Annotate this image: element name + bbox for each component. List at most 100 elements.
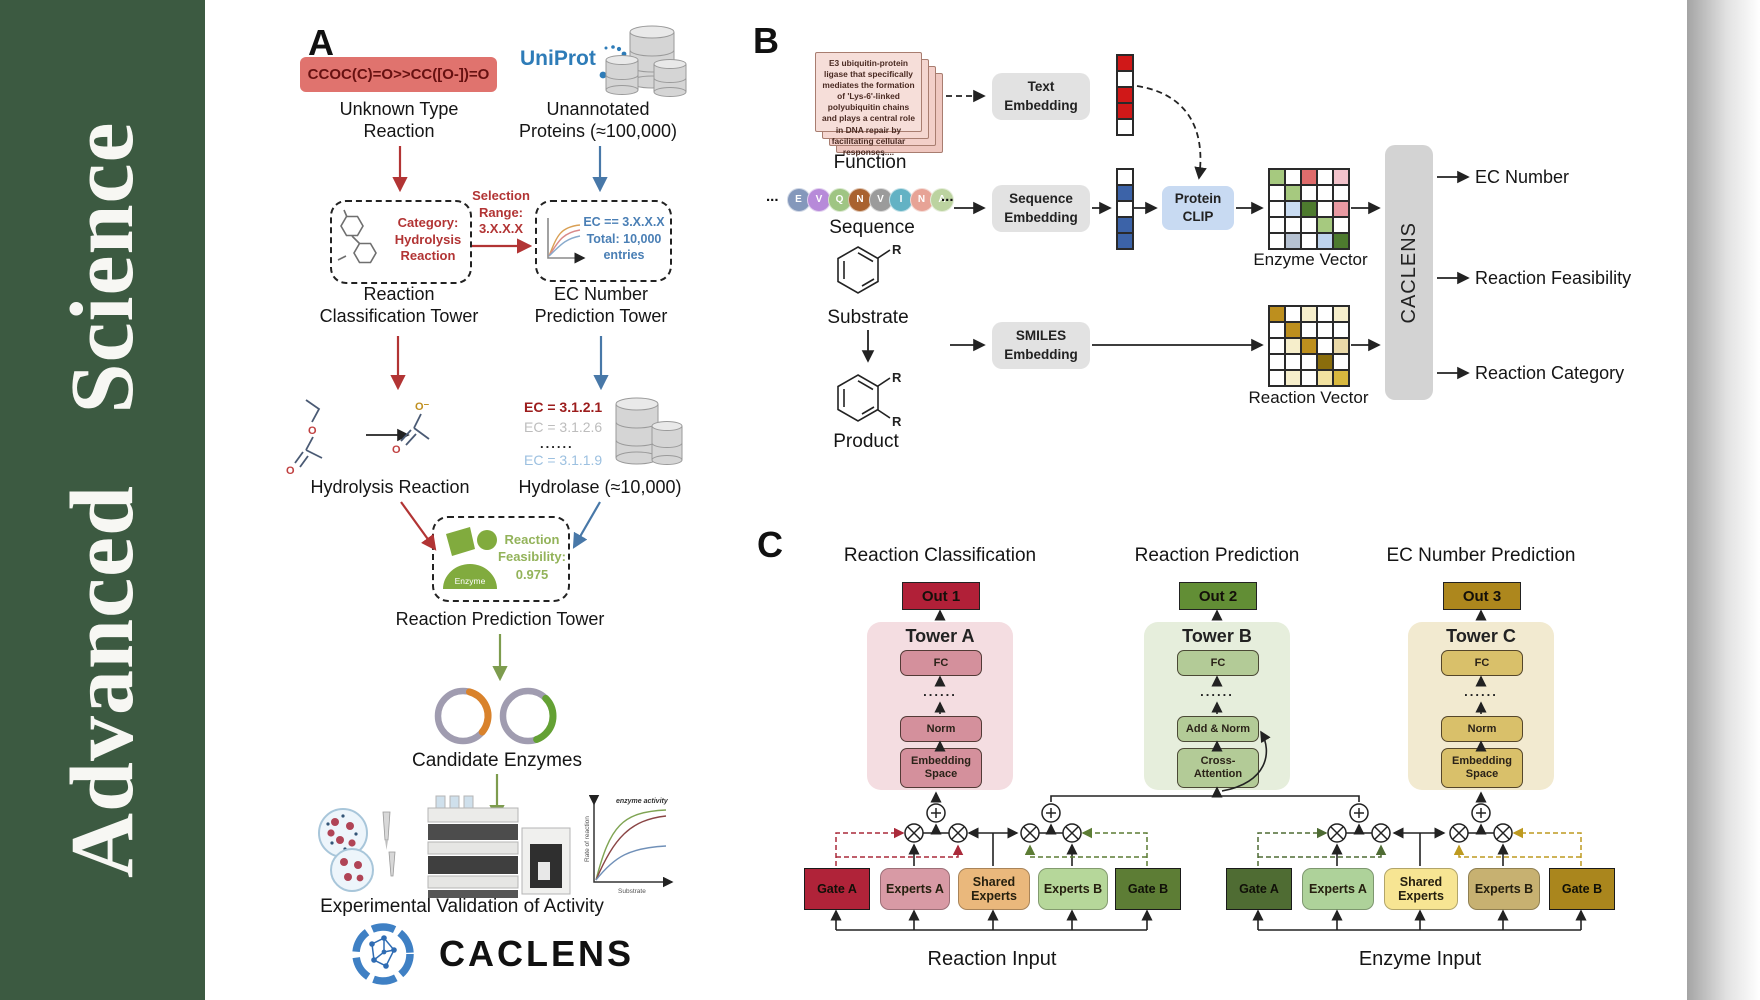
sum-node: [1349, 803, 1369, 823]
function-card-text: E3 ubiquitin-protein ligase that specifi…: [821, 58, 916, 157]
svg-text:Substrate: Substrate: [618, 888, 646, 895]
journal-sidebar: Advanced Science: [0, 0, 205, 1000]
caclens-logo-icon: [352, 923, 414, 985]
candidate-enzymes-label: Candidate Enzymes: [411, 750, 583, 772]
caclens-module: CACLENS: [1385, 145, 1433, 400]
panel-b-label: B: [753, 20, 779, 61]
tower-c-dots: ......: [1464, 684, 1498, 699]
header-reaction-prediction: Reaction Prediction: [1134, 545, 1300, 566]
feasibility-text: Reaction Feasibility: 0.975: [498, 531, 566, 582]
enzyme-vector-grid: [1268, 168, 1350, 250]
sum-node: [1041, 803, 1061, 823]
tower-b-cross-attention: Cross- Attention: [1177, 748, 1259, 788]
ec-filter-text: EC == 3.X.X.X Total: 10,000 entries: [583, 214, 665, 263]
panel-c-label: C: [757, 524, 783, 565]
reaction-input-label: Reaction Input: [927, 948, 1057, 970]
tower-b-fc: FC: [1177, 650, 1259, 676]
header-ec-number-prediction: EC Number Prediction: [1386, 545, 1576, 566]
tower-c-base: Embedding Space: [1441, 748, 1523, 788]
reaction-shared-experts: Shared Experts: [958, 868, 1030, 910]
residue-circle: N: [909, 188, 934, 212]
page-edge-shadow: [1687, 0, 1760, 1000]
enzyme-shared-experts: Shared Experts: [1384, 868, 1458, 910]
function-card: E3 ubiquitin-protein ligase that specifi…: [815, 52, 922, 157]
tower-b-add-norm: Add & Norm: [1177, 716, 1259, 742]
tower-b-name: Tower B: [1182, 626, 1252, 646]
unannotated-proteins-label: Unannotated Proteins (≈100,000): [519, 99, 677, 141]
category-hydrolysis-text: Category: Hydrolysis Reaction: [394, 214, 462, 264]
reaction-vector-label: Reaction Vector: [1248, 387, 1369, 407]
enzyme-input-label: Enzyme Input: [1358, 948, 1482, 970]
svg-text:enzyme activity: enzyme activity: [616, 798, 669, 805]
unknown-reaction-label: Unknown Type Reaction: [339, 99, 459, 141]
reaction-classification-box: [330, 200, 472, 284]
hydrolysis-reaction-label: Hydrolysis Reaction: [310, 477, 470, 498]
sequence-embedding-box: Sequence Embedding: [992, 185, 1090, 232]
sum-node: [926, 803, 946, 823]
output-reaction-feasibility: Reaction Feasibility: [1475, 268, 1632, 288]
enzyme-vector-label: Enzyme Vector: [1253, 249, 1368, 269]
sequence-ellipsis-right: ...: [941, 188, 954, 205]
ester-molecule-icon: O O: [286, 399, 323, 477]
out1-box: Out 1: [902, 582, 980, 610]
product-label: Product: [833, 431, 899, 453]
enzyme-gate-b: Gate B: [1549, 868, 1615, 910]
tower-b-dots: ......: [1200, 684, 1234, 699]
tower-c-name: Tower C: [1446, 626, 1516, 646]
svg-text:R: R: [892, 242, 902, 257]
plasmid-icons: [434, 687, 557, 745]
ec-tower-label: EC Number Prediction Tower: [534, 284, 668, 326]
product-molecule-icon: R R: [837, 370, 902, 429]
caclens-wordmark: CACLENS: [438, 933, 634, 974]
enzyme-experts-a: Experts A: [1302, 868, 1374, 910]
svg-text:O: O: [392, 444, 401, 456]
text-embedding-box: Text Embedding: [992, 73, 1090, 120]
database-stack-icon: [605, 25, 687, 97]
mult-node: [904, 823, 924, 843]
ec-result-2: EC = 3.1.2.6: [524, 419, 603, 435]
svg-text:O⁻: O⁻: [415, 401, 430, 413]
uniprot-logo: UniProt: [520, 47, 596, 70]
reaction-gate-a: Gate A: [804, 868, 870, 910]
substrate-label: Substrate: [827, 307, 909, 329]
svg-text:R: R: [892, 370, 902, 385]
tower-a-norm: Norm: [900, 716, 982, 742]
mult-node: [1493, 823, 1513, 843]
output-ec-number: EC Number: [1475, 167, 1570, 187]
tower-c-norm: Norm: [1441, 716, 1523, 742]
mult-node: [1327, 823, 1347, 843]
svg-text:R: R: [892, 414, 902, 429]
assay-dishes-icon: [318, 808, 396, 892]
reaction-gate-b: Gate B: [1115, 868, 1181, 910]
ec-result-3: EC = 3.1.1.9: [524, 452, 603, 468]
caclens-module-label: CACLENS: [1397, 221, 1420, 324]
protein-clip-box: Protein CLIP: [1162, 186, 1234, 230]
tower-a-dots: ......: [923, 684, 957, 699]
reaction-vector-grid: [1268, 305, 1350, 387]
smiles-reaction-box: CCOC(C)=O>>CC([O-])=O: [300, 57, 497, 92]
svg-text:O: O: [308, 425, 317, 437]
hplc-machine-icon: [427, 795, 571, 898]
experimental-validation-label: Experimental Validation of Activity: [320, 896, 604, 918]
function-label: Function: [833, 152, 907, 174]
tower-c-fc: FC: [1441, 650, 1523, 676]
tower-a-base: Embedding Space: [900, 748, 982, 788]
sequence-label: Sequence: [829, 217, 915, 239]
tower-a-name: Tower A: [905, 626, 975, 646]
substrate-molecule-icon: R: [837, 242, 902, 294]
sum-mult-nodes: [904, 803, 1513, 843]
ec-filter-box: [535, 200, 672, 282]
residue-circle: Q: [827, 188, 852, 212]
mult-node: [948, 823, 968, 843]
reaction-experts-a: Experts A: [880, 868, 950, 910]
classification-tower-label: Reaction Classification Tower: [319, 284, 479, 326]
smiles-embedding-box: SMILES Embedding: [992, 322, 1090, 369]
ec-result-dots: ......: [540, 436, 574, 451]
residue-circle: E: [786, 188, 811, 212]
header-reaction-classification: Reaction Classification: [843, 545, 1037, 566]
text-embedding-vector: [1116, 54, 1134, 136]
tower-a-fc: FC: [900, 650, 982, 676]
reaction-prediction-tower-label: Reaction Prediction Tower: [395, 609, 605, 630]
residue-circle: V: [807, 188, 831, 212]
